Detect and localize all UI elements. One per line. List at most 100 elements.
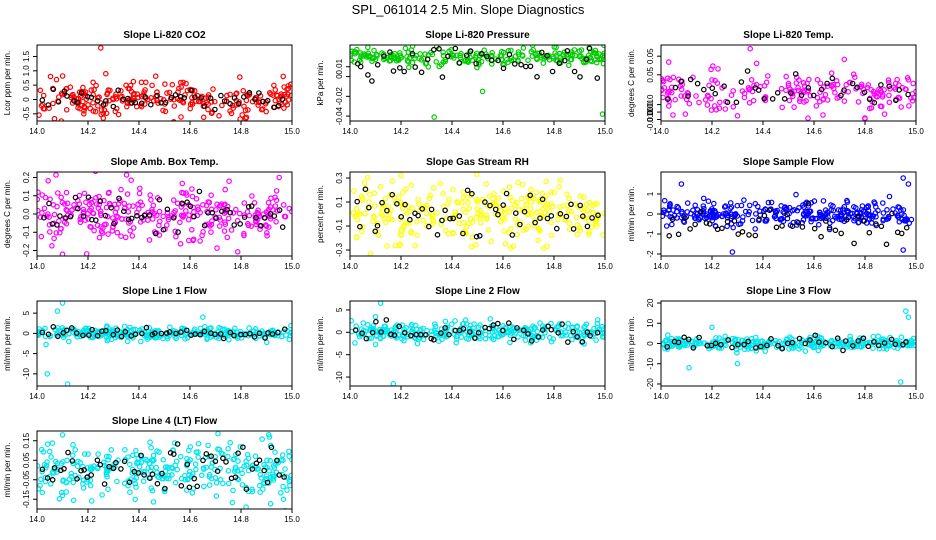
reference-point	[113, 459, 119, 466]
data-point	[180, 79, 186, 86]
x-tick-label: 14.8	[233, 127, 249, 136]
data-point	[126, 220, 132, 226]
reference-point	[387, 49, 393, 55]
reference-point	[252, 96, 258, 103]
reference-point	[855, 213, 862, 220]
reference-point	[563, 213, 570, 220]
reference-point	[369, 78, 375, 84]
reference-point	[61, 88, 68, 95]
reference-point	[203, 451, 210, 457]
data-point	[502, 210, 509, 217]
data-point	[200, 202, 206, 208]
data-point	[103, 221, 109, 228]
outlier-point	[200, 314, 206, 321]
outlier-point	[905, 314, 912, 321]
data-point	[108, 328, 114, 334]
data-point	[684, 90, 691, 96]
reference-point	[586, 45, 593, 52]
data-point	[63, 220, 70, 227]
data-point	[739, 337, 745, 344]
data-point	[675, 204, 682, 211]
data-point	[538, 54, 544, 61]
scatter-points	[350, 172, 605, 256]
reference-point	[559, 321, 565, 327]
reference-point	[425, 223, 432, 230]
data-point	[837, 342, 844, 349]
data-point	[486, 193, 493, 199]
reference-point	[735, 341, 741, 348]
x-tick-label: 14.0	[653, 392, 669, 401]
reference-point	[166, 329, 173, 335]
data-point	[838, 211, 845, 218]
data-point	[591, 330, 598, 337]
data-point	[399, 335, 405, 342]
data-point	[240, 88, 247, 94]
reference-point	[878, 82, 884, 88]
data-point	[487, 332, 493, 339]
reference-point	[467, 48, 474, 54]
data-point	[51, 115, 58, 121]
reference-point	[775, 342, 781, 349]
data-point	[90, 100, 96, 106]
data-point	[39, 192, 46, 198]
outlier-point	[479, 88, 486, 95]
data-point	[149, 206, 155, 213]
x-tick-label: 14.4	[131, 515, 147, 524]
x-tick-label: 14.6	[495, 127, 511, 136]
data-point	[440, 49, 446, 56]
data-point	[811, 198, 818, 204]
data-point	[600, 60, 605, 67]
outlier-point	[734, 360, 741, 367]
reference-point	[570, 226, 577, 232]
data-point	[741, 90, 748, 97]
x-tick-label: 14.2	[393, 127, 409, 136]
data-point	[828, 337, 835, 344]
data-point	[257, 471, 264, 478]
data-point	[580, 194, 587, 200]
data-point	[383, 243, 390, 249]
data-point	[448, 321, 455, 328]
data-point	[746, 100, 753, 106]
y-axis-label: degrees C per min.	[3, 180, 12, 248]
reference-point	[103, 98, 109, 104]
data-point	[752, 226, 759, 232]
data-point	[442, 227, 449, 234]
data-point	[53, 172, 59, 178]
data-point	[121, 205, 128, 212]
data-point	[171, 103, 178, 109]
data-point	[724, 223, 730, 230]
reference-point	[903, 339, 909, 345]
reference-point	[495, 57, 501, 64]
data-point	[135, 94, 141, 101]
data-point	[833, 78, 840, 84]
x-tick-label: 14.6	[806, 127, 822, 136]
data-point	[236, 210, 243, 217]
data-point	[261, 461, 267, 468]
data-point	[350, 48, 355, 55]
data-point	[165, 216, 172, 223]
data-point	[779, 104, 786, 111]
data-point	[259, 436, 266, 442]
data-point	[483, 181, 490, 187]
data-point	[47, 73, 54, 80]
data-point	[902, 86, 909, 92]
data-point	[192, 461, 199, 468]
data-point	[357, 53, 364, 60]
data-point	[148, 444, 154, 451]
data-point	[128, 177, 135, 184]
data-point	[361, 180, 368, 187]
data-point	[574, 231, 581, 238]
data-point	[53, 230, 60, 236]
outlier-point	[398, 172, 404, 179]
data-point	[70, 497, 77, 504]
reference-point	[237, 221, 244, 227]
data-point	[110, 95, 116, 102]
reference-point	[685, 336, 692, 343]
reference-point	[162, 99, 169, 106]
scatter-points	[37, 172, 292, 256]
reference-point	[419, 206, 426, 212]
data-point	[583, 59, 589, 65]
data-point	[350, 51, 354, 57]
data-point	[99, 230, 106, 236]
y-tick-label: 5	[22, 310, 31, 315]
